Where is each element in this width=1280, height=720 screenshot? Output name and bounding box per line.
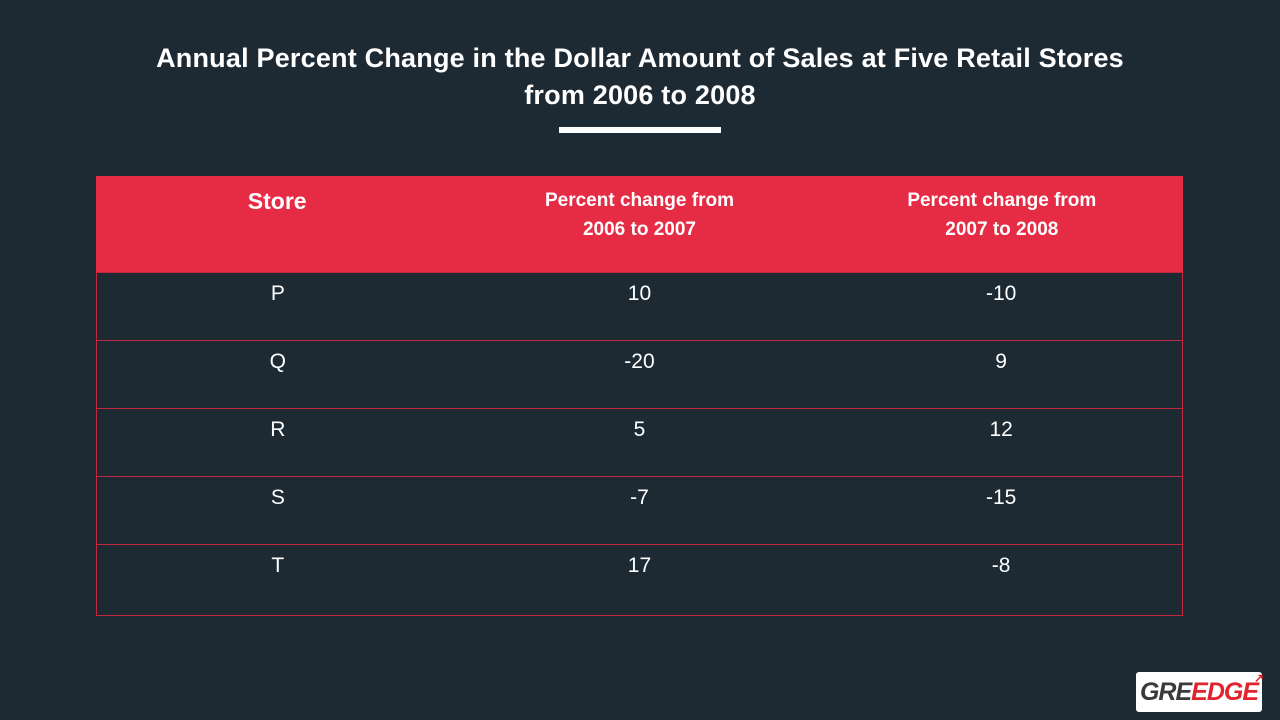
table-header-pct-2007-2008-line1: Percent change from: [907, 190, 1097, 211]
table-header-pct-2006-2007-line2: 2006 to 2007: [582, 219, 696, 240]
greedge-logo-gre-text: GRE: [1139, 677, 1192, 706]
cell-store: T: [271, 554, 285, 577]
cell-store: Q: [269, 350, 286, 373]
greedge-logo: GRE EDGE: [1136, 672, 1262, 712]
cell-pct-2006-2007: 5: [633, 418, 646, 441]
cell-store: S: [270, 486, 285, 509]
table-row-p: P 10 -10: [97, 273, 1182, 341]
cell-pct-2006-2007: -20: [624, 350, 655, 373]
page-title-line2: from 2006 to 2008: [524, 80, 756, 110]
page-title: Annual Percent Change in the Dollar Amou…: [0, 40, 1280, 114]
table-body: P 10 -10 Q -20 9 R 5 12 S -7 -15 T 17: [96, 272, 1183, 616]
cell-pct-2007-2008: 9: [995, 350, 1007, 373]
table-row-s: S -7 -15: [97, 477, 1182, 545]
cell-pct-2007-2008: -8: [991, 554, 1011, 577]
table-header-pct-2006-2007: Percent change from 2006 to 2007: [458, 176, 820, 272]
sales-change-table: Store Percent change from 2006 to 2007 P…: [96, 176, 1183, 616]
cell-store: R: [270, 418, 286, 441]
table-row-q: Q -20 9: [97, 341, 1182, 409]
table-row-r: R 5 12: [97, 409, 1182, 477]
cell-pct-2007-2008: -10: [985, 282, 1017, 305]
table-header-pct-2006-2007-line1: Percent change from: [544, 190, 734, 211]
logo-arrow-icon: [1254, 671, 1264, 685]
page-title-line1: Annual Percent Change in the Dollar Amou…: [156, 43, 1124, 73]
table-header-pct-2007-2008: Percent change from 2007 to 2008: [821, 176, 1183, 272]
table-header-pct-2007-2008-line2: 2007 to 2008: [945, 219, 1059, 240]
table-header-row: Store Percent change from 2006 to 2007 P…: [96, 176, 1183, 272]
table-row-t: T 17 -8: [97, 545, 1182, 615]
cell-pct-2006-2007: 10: [627, 282, 652, 305]
cell-store: P: [270, 282, 285, 305]
greedge-logo-edge-text: EDGE: [1191, 678, 1259, 707]
cell-pct-2007-2008: 12: [989, 418, 1013, 441]
cell-pct-2007-2008: -15: [985, 486, 1017, 509]
table-header-store: Store: [247, 188, 307, 214]
cell-pct-2006-2007: 17: [627, 554, 652, 577]
title-underline-accent: [559, 127, 721, 133]
cell-pct-2006-2007: -7: [630, 486, 649, 509]
